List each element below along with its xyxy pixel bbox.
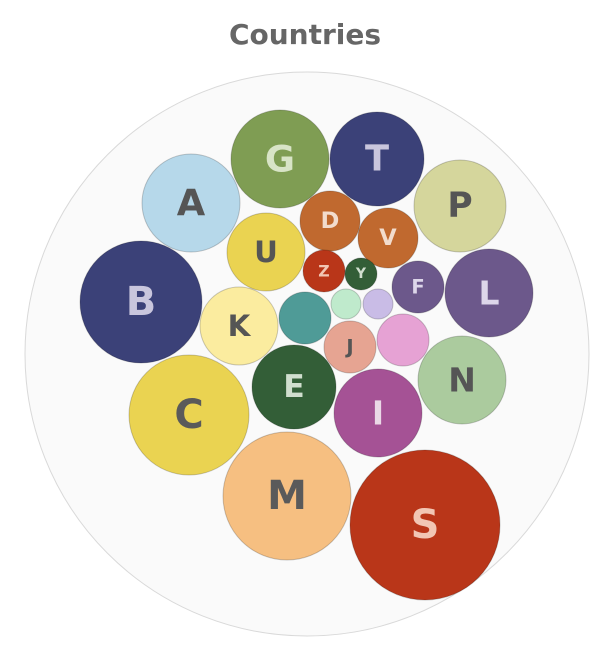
chart-title: Countries	[228, 18, 382, 51]
bubble-label-l: L	[478, 274, 499, 313]
bubble-label-u: U	[254, 235, 278, 269]
bubble-z[interactable]	[302, 249, 346, 293]
bubble-label-f: F	[411, 276, 424, 299]
bubble-v[interactable]	[357, 207, 419, 269]
bubble-i[interactable]	[333, 368, 423, 458]
bubble-label-s: S	[411, 502, 440, 548]
bubble-j[interactable]	[323, 320, 377, 374]
bubble-label-b: B	[126, 279, 157, 325]
bubble-label-y: Y	[355, 266, 367, 282]
bubble-f[interactable]	[391, 260, 445, 314]
bubble-label-z: Z	[318, 262, 329, 281]
bubble-b[interactable]	[79, 240, 203, 364]
bubble-s[interactable]	[349, 449, 501, 601]
bubble-label-c: C	[174, 392, 203, 438]
bubble-label-m: M	[267, 473, 307, 519]
bubble-unlabeled-22[interactable]	[330, 288, 362, 320]
bubble-label-v: V	[379, 225, 397, 251]
bubble-unlabeled-23[interactable]	[362, 288, 394, 320]
bubble-label-j: J	[344, 336, 353, 359]
bubble-label-i: I	[372, 394, 384, 433]
bubble-n[interactable]	[417, 335, 507, 425]
bubble-label-g: G	[265, 138, 295, 181]
bubble-label-a: A	[177, 182, 206, 225]
bubble-c[interactable]	[128, 354, 250, 476]
bubble-k[interactable]	[199, 286, 279, 366]
bubble-u[interactable]	[226, 212, 306, 292]
bubble-label-t: T	[365, 139, 389, 180]
bubble-a[interactable]	[141, 153, 241, 253]
bubble-label-n: N	[448, 361, 476, 400]
bubble-unlabeled-17[interactable]	[278, 291, 332, 345]
bubble-label-d: D	[321, 208, 340, 234]
bubble-l[interactable]	[444, 248, 534, 338]
bubble-m[interactable]	[222, 431, 352, 561]
bubble-label-e: E	[283, 369, 305, 405]
bubble-y[interactable]	[344, 257, 378, 291]
bubble-g[interactable]	[230, 109, 330, 209]
bubble-e[interactable]	[251, 344, 337, 430]
bubble-unlabeled-18[interactable]	[376, 313, 430, 367]
bubbles-group: S M B C G A T P L N I EK U D V F J Z Y	[79, 109, 534, 601]
bubble-label-k: K	[228, 309, 252, 343]
bubble-label-p: P	[447, 186, 472, 226]
bubble-t[interactable]	[329, 111, 425, 207]
bubble-p[interactable]	[413, 159, 507, 253]
